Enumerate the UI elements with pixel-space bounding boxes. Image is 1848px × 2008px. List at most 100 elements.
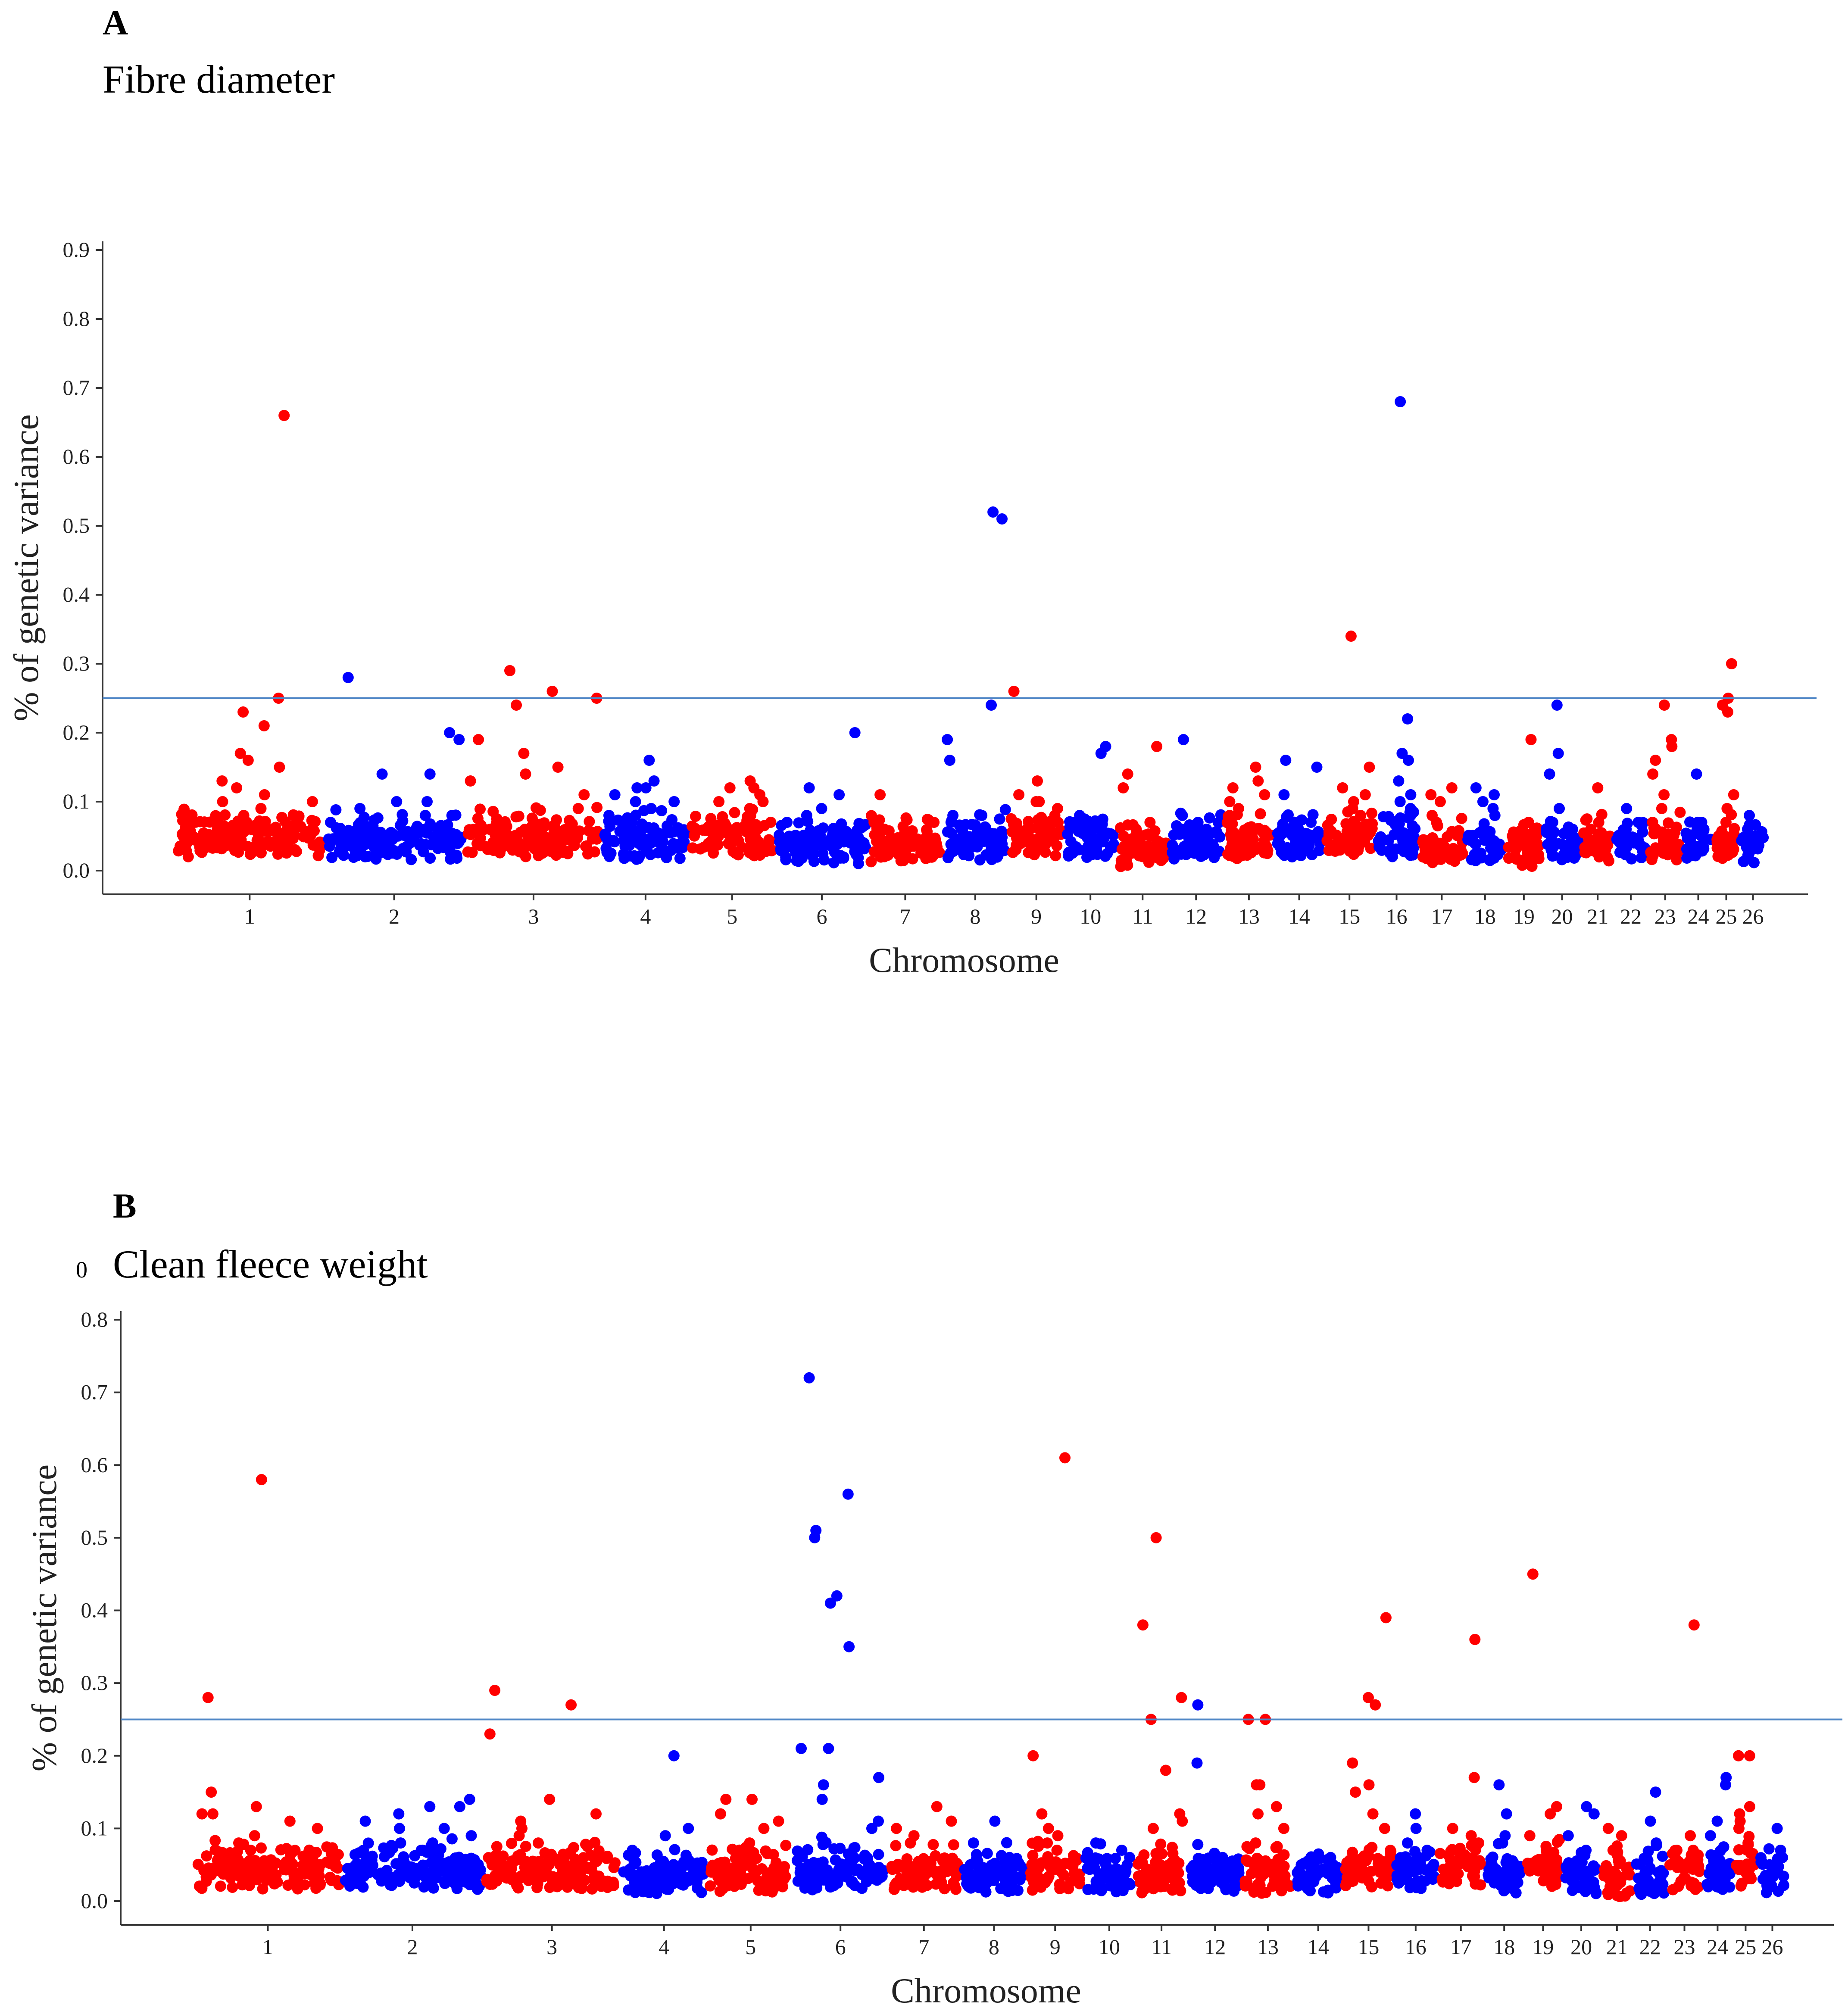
y-tick-label: 0.6 [81, 1452, 108, 1477]
snp-point [1095, 748, 1107, 759]
snp-point [1365, 843, 1377, 854]
x-tick-label: 2 [389, 904, 400, 928]
snp-point [1334, 837, 1346, 848]
snp-point [1736, 1877, 1748, 1889]
snp-point [1685, 1830, 1696, 1842]
snp-point [1095, 1880, 1106, 1891]
snp-point [228, 1853, 240, 1864]
snp-point [1217, 1852, 1228, 1863]
snp-point [474, 803, 486, 815]
snp-point [1489, 789, 1500, 800]
snp-point [1613, 830, 1624, 841]
snp-point [1337, 782, 1349, 793]
snp-point [905, 1873, 916, 1885]
snp-point [581, 840, 593, 852]
snp-point [1410, 1823, 1422, 1834]
snp-point [791, 831, 803, 842]
snp-point [1116, 1845, 1127, 1856]
snp-point [1579, 1875, 1591, 1886]
snp-point [237, 706, 249, 718]
snp-point [1216, 1871, 1228, 1882]
snp-point [446, 1876, 458, 1887]
snp-point [1148, 1883, 1159, 1895]
snp-point [996, 513, 1008, 525]
x-tick-label: 21 [1606, 1935, 1628, 1959]
snp-point [1305, 1885, 1316, 1896]
snp-point [873, 1772, 884, 1783]
snp-point [768, 1849, 779, 1860]
snp-point [1364, 762, 1375, 773]
snp-point [1255, 808, 1266, 820]
snp-point [1398, 846, 1410, 858]
snp-point [504, 665, 515, 676]
snp-point [1467, 1870, 1478, 1882]
snp-point [807, 1884, 818, 1896]
snp-point [651, 1886, 662, 1898]
snp-point [833, 1869, 845, 1880]
snp-point [354, 817, 366, 828]
snp-point [669, 1844, 681, 1855]
snp-point [1190, 843, 1202, 854]
snp-point [1647, 817, 1658, 828]
y-tick-label: 0.5 [81, 1525, 108, 1549]
snp-point [510, 836, 521, 848]
x-tick-label: 10 [1099, 1935, 1120, 1959]
snp-point [1177, 810, 1188, 821]
snp-point [1201, 824, 1212, 835]
snp-point [1303, 840, 1315, 851]
snp-point [1771, 1823, 1783, 1834]
snp-point [242, 755, 254, 766]
snp-point [1036, 1808, 1048, 1820]
x-tick-label: 6 [817, 904, 827, 928]
snp-point [1004, 1852, 1015, 1863]
snp-point [1598, 1870, 1610, 1882]
snp-point [1362, 830, 1374, 841]
snp-point [758, 1823, 770, 1834]
snp-point [744, 1837, 755, 1849]
snp-point [1538, 1875, 1549, 1886]
snp-point [749, 850, 760, 862]
snp-point [473, 734, 484, 745]
snp-point [1402, 713, 1414, 725]
snp-point [830, 1854, 841, 1866]
snp-point [1251, 1852, 1263, 1864]
snp-point [1662, 831, 1673, 842]
snp-point [229, 845, 240, 856]
snp-point [1255, 1864, 1266, 1875]
snp-point [1169, 1883, 1180, 1895]
snp-point [544, 1882, 556, 1893]
snp-point [992, 1871, 1003, 1882]
snp-point [1621, 1887, 1633, 1899]
snp-point [757, 796, 769, 807]
snp-point [1583, 836, 1595, 847]
snp-point [464, 1793, 475, 1805]
snp-point [290, 1872, 302, 1884]
snp-point [312, 1862, 323, 1874]
snp-point [1688, 1619, 1700, 1631]
snp-point [370, 853, 382, 865]
snp-point [586, 1883, 598, 1895]
snp-point [1469, 849, 1480, 860]
snp-point [366, 1850, 378, 1862]
snp-point [1645, 1815, 1656, 1827]
snp-point [332, 1862, 343, 1874]
snp-point [1593, 817, 1605, 828]
snp-point [415, 838, 427, 849]
y-tick-label: 0.4 [63, 582, 90, 606]
snp-point [1633, 1872, 1644, 1884]
snp-point [242, 1878, 253, 1889]
snp-point [1277, 1849, 1289, 1861]
snp-point [350, 1860, 361, 1871]
x-tick-label: 17 [1431, 904, 1452, 928]
snp-point [659, 1830, 671, 1842]
snp-point [1135, 1877, 1146, 1888]
snp-point [471, 838, 483, 849]
panel-a-chart: 0.0 0.1 0.2 0.3 0.4 0.5 0.6 0.7 0.8 0.9 % of genet… [6, 237, 1817, 980]
x-tick-label: 23 [1654, 904, 1676, 928]
snp-point [276, 812, 288, 823]
snp-point [307, 839, 319, 851]
snp-point [766, 845, 778, 856]
snp-point [1270, 1801, 1282, 1812]
snp-point [874, 789, 886, 800]
panel-b-title: Clean fleece weight [113, 1242, 428, 1286]
